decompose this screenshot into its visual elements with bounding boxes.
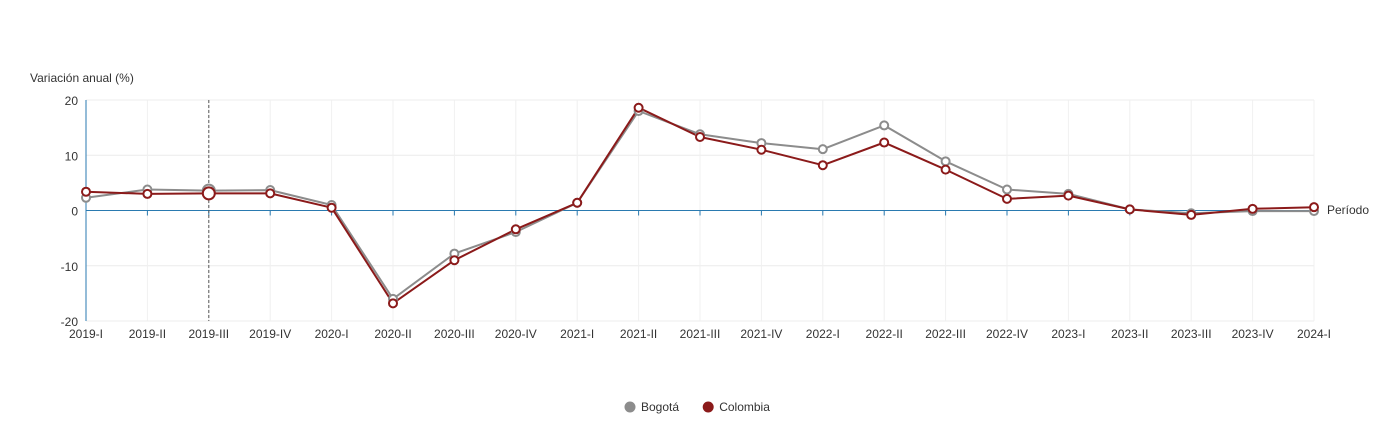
data-point[interactable] [572, 197, 583, 208]
x-tick-label: 2022-I [806, 327, 840, 341]
data-point[interactable] [142, 188, 153, 199]
x-tick-label: 2021-III [680, 327, 721, 341]
data-point[interactable] [1002, 193, 1012, 204]
data-point[interactable] [1247, 203, 1258, 214]
x-tick-label: 2019-I [69, 327, 103, 341]
data-point[interactable] [633, 102, 644, 113]
x-tick-label: 2023-II [1111, 327, 1148, 341]
legend-marker [624, 401, 636, 413]
x-tick-label: 2020-IV [495, 327, 537, 341]
x-tick-label: 2019-III [188, 327, 229, 341]
x-tick-label: 2023-III [1171, 327, 1212, 341]
x-axis-title: Período [1327, 203, 1369, 217]
data-point[interactable] [388, 298, 398, 309]
x-tick-label: 2024-I [1297, 327, 1331, 341]
data-point[interactable] [265, 188, 276, 199]
series-points [81, 102, 1319, 309]
y-tick-label: 10 [65, 149, 79, 163]
data-point[interactable] [510, 224, 521, 235]
x-tick-label: 2022-II [866, 327, 903, 341]
data-point[interactable] [817, 160, 828, 171]
data-point[interactable] [326, 202, 337, 213]
data-point[interactable] [695, 132, 705, 143]
data-point[interactable] [1309, 202, 1319, 213]
data-point[interactable] [81, 186, 91, 197]
data-point[interactable] [940, 164, 951, 175]
x-tick-label: 2021-I [560, 327, 594, 341]
data-point[interactable] [879, 137, 890, 148]
y-axis-title: Variación anual (%) [30, 71, 134, 85]
x-tick-label: 2022-III [925, 327, 966, 341]
data-point[interactable] [756, 144, 767, 155]
x-tick-label: 2020-III [434, 327, 475, 341]
y-tick-label: -10 [61, 260, 79, 274]
y-tick-label: 20 [65, 94, 79, 108]
x-tick-label: 2023-I [1051, 327, 1085, 341]
x-tick-label: 2021-II [620, 327, 657, 341]
x-tick-label: 2019-IV [249, 327, 291, 341]
x-tick-label: 2021-IV [740, 327, 782, 341]
data-point[interactable] [940, 156, 951, 167]
data-point[interactable] [1002, 184, 1012, 195]
x-tick-label: 2020-II [374, 327, 411, 341]
x-tick-label: 2023-IV [1232, 327, 1274, 341]
legend-marker [702, 401, 714, 413]
data-point[interactable] [449, 255, 460, 266]
y-tick-label: -20 [61, 315, 79, 329]
legend[interactable]: Bogotá Colombia [624, 400, 771, 414]
legend-item[interactable]: Colombia [702, 400, 771, 414]
legend-label: Colombia [719, 400, 770, 414]
data-point[interactable] [879, 120, 890, 131]
x-tick-label: 2020-I [315, 327, 349, 341]
data-point[interactable] [1186, 209, 1197, 220]
x-tick-label: 2022-IV [986, 327, 1028, 341]
data-point[interactable] [201, 186, 216, 201]
data-point[interactable] [1063, 190, 1074, 201]
legend-item[interactable]: Bogotá [624, 400, 680, 414]
data-point[interactable] [817, 144, 828, 155]
data-point[interactable] [1124, 204, 1135, 215]
x-tick-label: 2019-II [129, 327, 166, 341]
y-tick-label: 0 [71, 205, 78, 219]
legend-label: Bogotá [641, 400, 679, 414]
